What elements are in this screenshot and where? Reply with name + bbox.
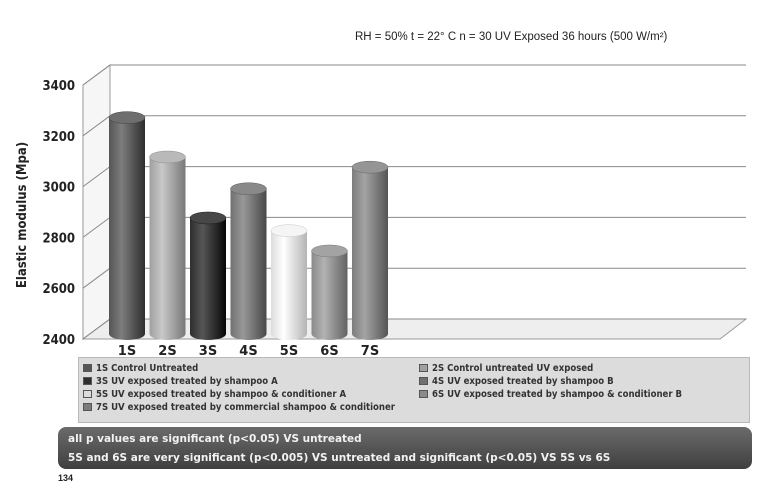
page-number: 134 <box>58 473 74 483</box>
bar-4S <box>230 182 267 340</box>
x-tick-label: 1S <box>118 344 136 359</box>
legend-label: 4S UV exposed treated by shampoo B <box>432 375 614 387</box>
bar-top <box>108 111 146 124</box>
y-tick-label: 3000 <box>42 181 75 196</box>
bar-top <box>230 182 267 196</box>
gridline-depth <box>82 318 111 340</box>
legend-label: 7S UV exposed treated by commercial sham… <box>96 401 395 413</box>
legend-item: 5S UV exposed treated by shampoo & condi… <box>83 388 346 400</box>
legend-swatch <box>419 364 428 372</box>
note-line-1: all p values are significant (p<0.05) VS… <box>68 433 362 445</box>
bar-top <box>351 160 389 174</box>
significance-note: all p values are significant (p<0.05) VS… <box>58 427 752 469</box>
legend-label: 1S Control Untreated <box>96 362 199 374</box>
legend-item: 2S Control untreated UV exposed <box>419 362 593 374</box>
bar-body <box>352 167 388 340</box>
bar-top <box>189 211 227 225</box>
gridline-depth <box>82 115 111 137</box>
legend-item: 4S UV exposed treated by shampoo B <box>419 375 614 387</box>
legend-label: 2S Control untreated UV exposed <box>432 362 594 374</box>
bar-3S <box>189 211 227 340</box>
bar-6S <box>311 244 348 340</box>
legend-item: 1S Control Untreated <box>83 362 198 374</box>
note-line-2: 5S and 6S are very significant (p<0.005)… <box>68 452 611 464</box>
x-tick-label: 2S <box>158 344 176 359</box>
y-tick-label: 3200 <box>42 130 75 145</box>
bar-top <box>311 244 348 258</box>
legend-item: 7S UV exposed treated by commercial sham… <box>83 401 395 413</box>
bar-2S <box>149 150 186 340</box>
legend-swatch <box>419 390 428 398</box>
bar-body <box>149 157 186 340</box>
bar-top <box>149 150 186 164</box>
legend-item: 3S UV exposed treated by shampoo A <box>83 375 278 387</box>
bar-body <box>311 250 348 340</box>
gridline-depth <box>82 267 111 289</box>
legend-swatch <box>419 377 428 385</box>
bar-1S <box>108 111 146 340</box>
gridline-depth <box>82 216 111 238</box>
y-axis-label: Elastic modulus (Mpa) <box>15 142 30 288</box>
legend-label: 6S UV exposed treated by shampoo & condi… <box>432 388 683 400</box>
legend-swatch <box>83 390 92 398</box>
gridline-depth <box>82 166 111 188</box>
y-tick-label: 2800 <box>42 231 75 246</box>
legend-label: 3S UV exposed treated by shampoo A <box>96 375 278 387</box>
chart-annotation: RH = 50% t = 22° C n = 30 UV Exposed 36 … <box>355 31 668 43</box>
bar-body <box>271 230 307 340</box>
y-tick-label: 3400 <box>42 79 75 94</box>
x-tick-label: 7S <box>361 344 379 359</box>
side-wall <box>82 64 111 340</box>
legend-item: 6S UV exposed treated by shampoo & condi… <box>419 388 682 400</box>
y-tick-label: 2400 <box>42 333 75 348</box>
bar-5S <box>270 224 308 340</box>
gridline-depth <box>82 64 111 86</box>
chart-legend: 1S Control Untreated 2S Control untreated… <box>78 357 750 423</box>
y-tick-label: 2600 <box>42 282 75 297</box>
x-tick-label: 4S <box>239 344 257 359</box>
x-tick-label: 5S <box>280 344 298 359</box>
legend-swatch <box>83 403 92 411</box>
bar-top <box>270 224 308 237</box>
bar-body <box>190 217 226 340</box>
legend-label: 5S UV exposed treated by shampoo & condi… <box>96 388 347 400</box>
x-tick-label: 3S <box>199 344 217 359</box>
bar-body <box>109 117 145 340</box>
legend-swatch <box>83 364 92 372</box>
bar-body <box>230 188 267 340</box>
x-tick-label: 6S <box>320 344 338 359</box>
legend-swatch <box>83 377 92 385</box>
bar-7S <box>351 160 389 340</box>
